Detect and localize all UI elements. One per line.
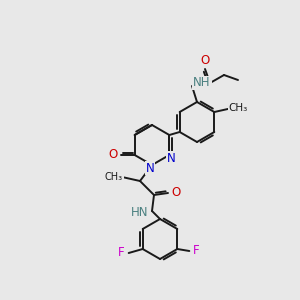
Text: N: N (146, 161, 154, 175)
Text: NH: NH (193, 76, 211, 89)
Text: N: N (167, 152, 176, 164)
Text: F: F (118, 247, 125, 260)
Text: HN: HN (131, 206, 149, 220)
Text: O: O (108, 148, 117, 161)
Text: O: O (171, 187, 181, 200)
Text: F: F (193, 244, 200, 257)
Text: O: O (200, 55, 210, 68)
Text: CH₃: CH₃ (229, 103, 248, 113)
Text: CH₃: CH₃ (105, 172, 123, 182)
